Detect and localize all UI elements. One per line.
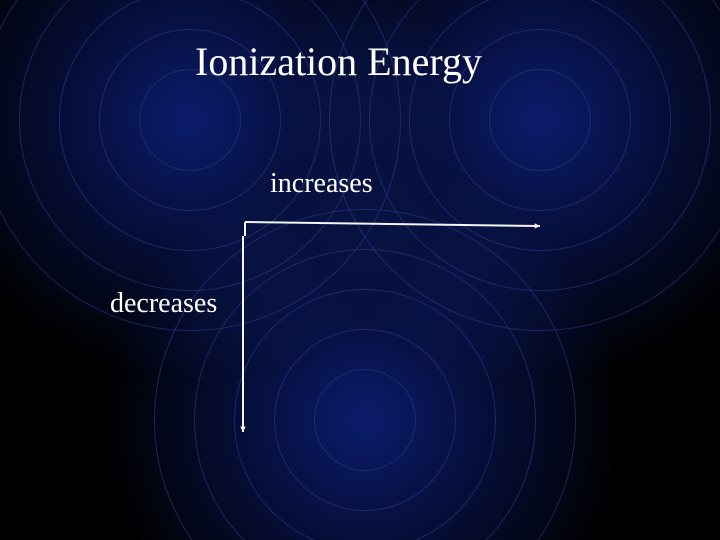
arrows [0,0,720,540]
arrow-increases [245,222,540,236]
slide-stage: Ionization Energy increases decreases [0,0,720,540]
arrow-decreases [240,236,245,432]
